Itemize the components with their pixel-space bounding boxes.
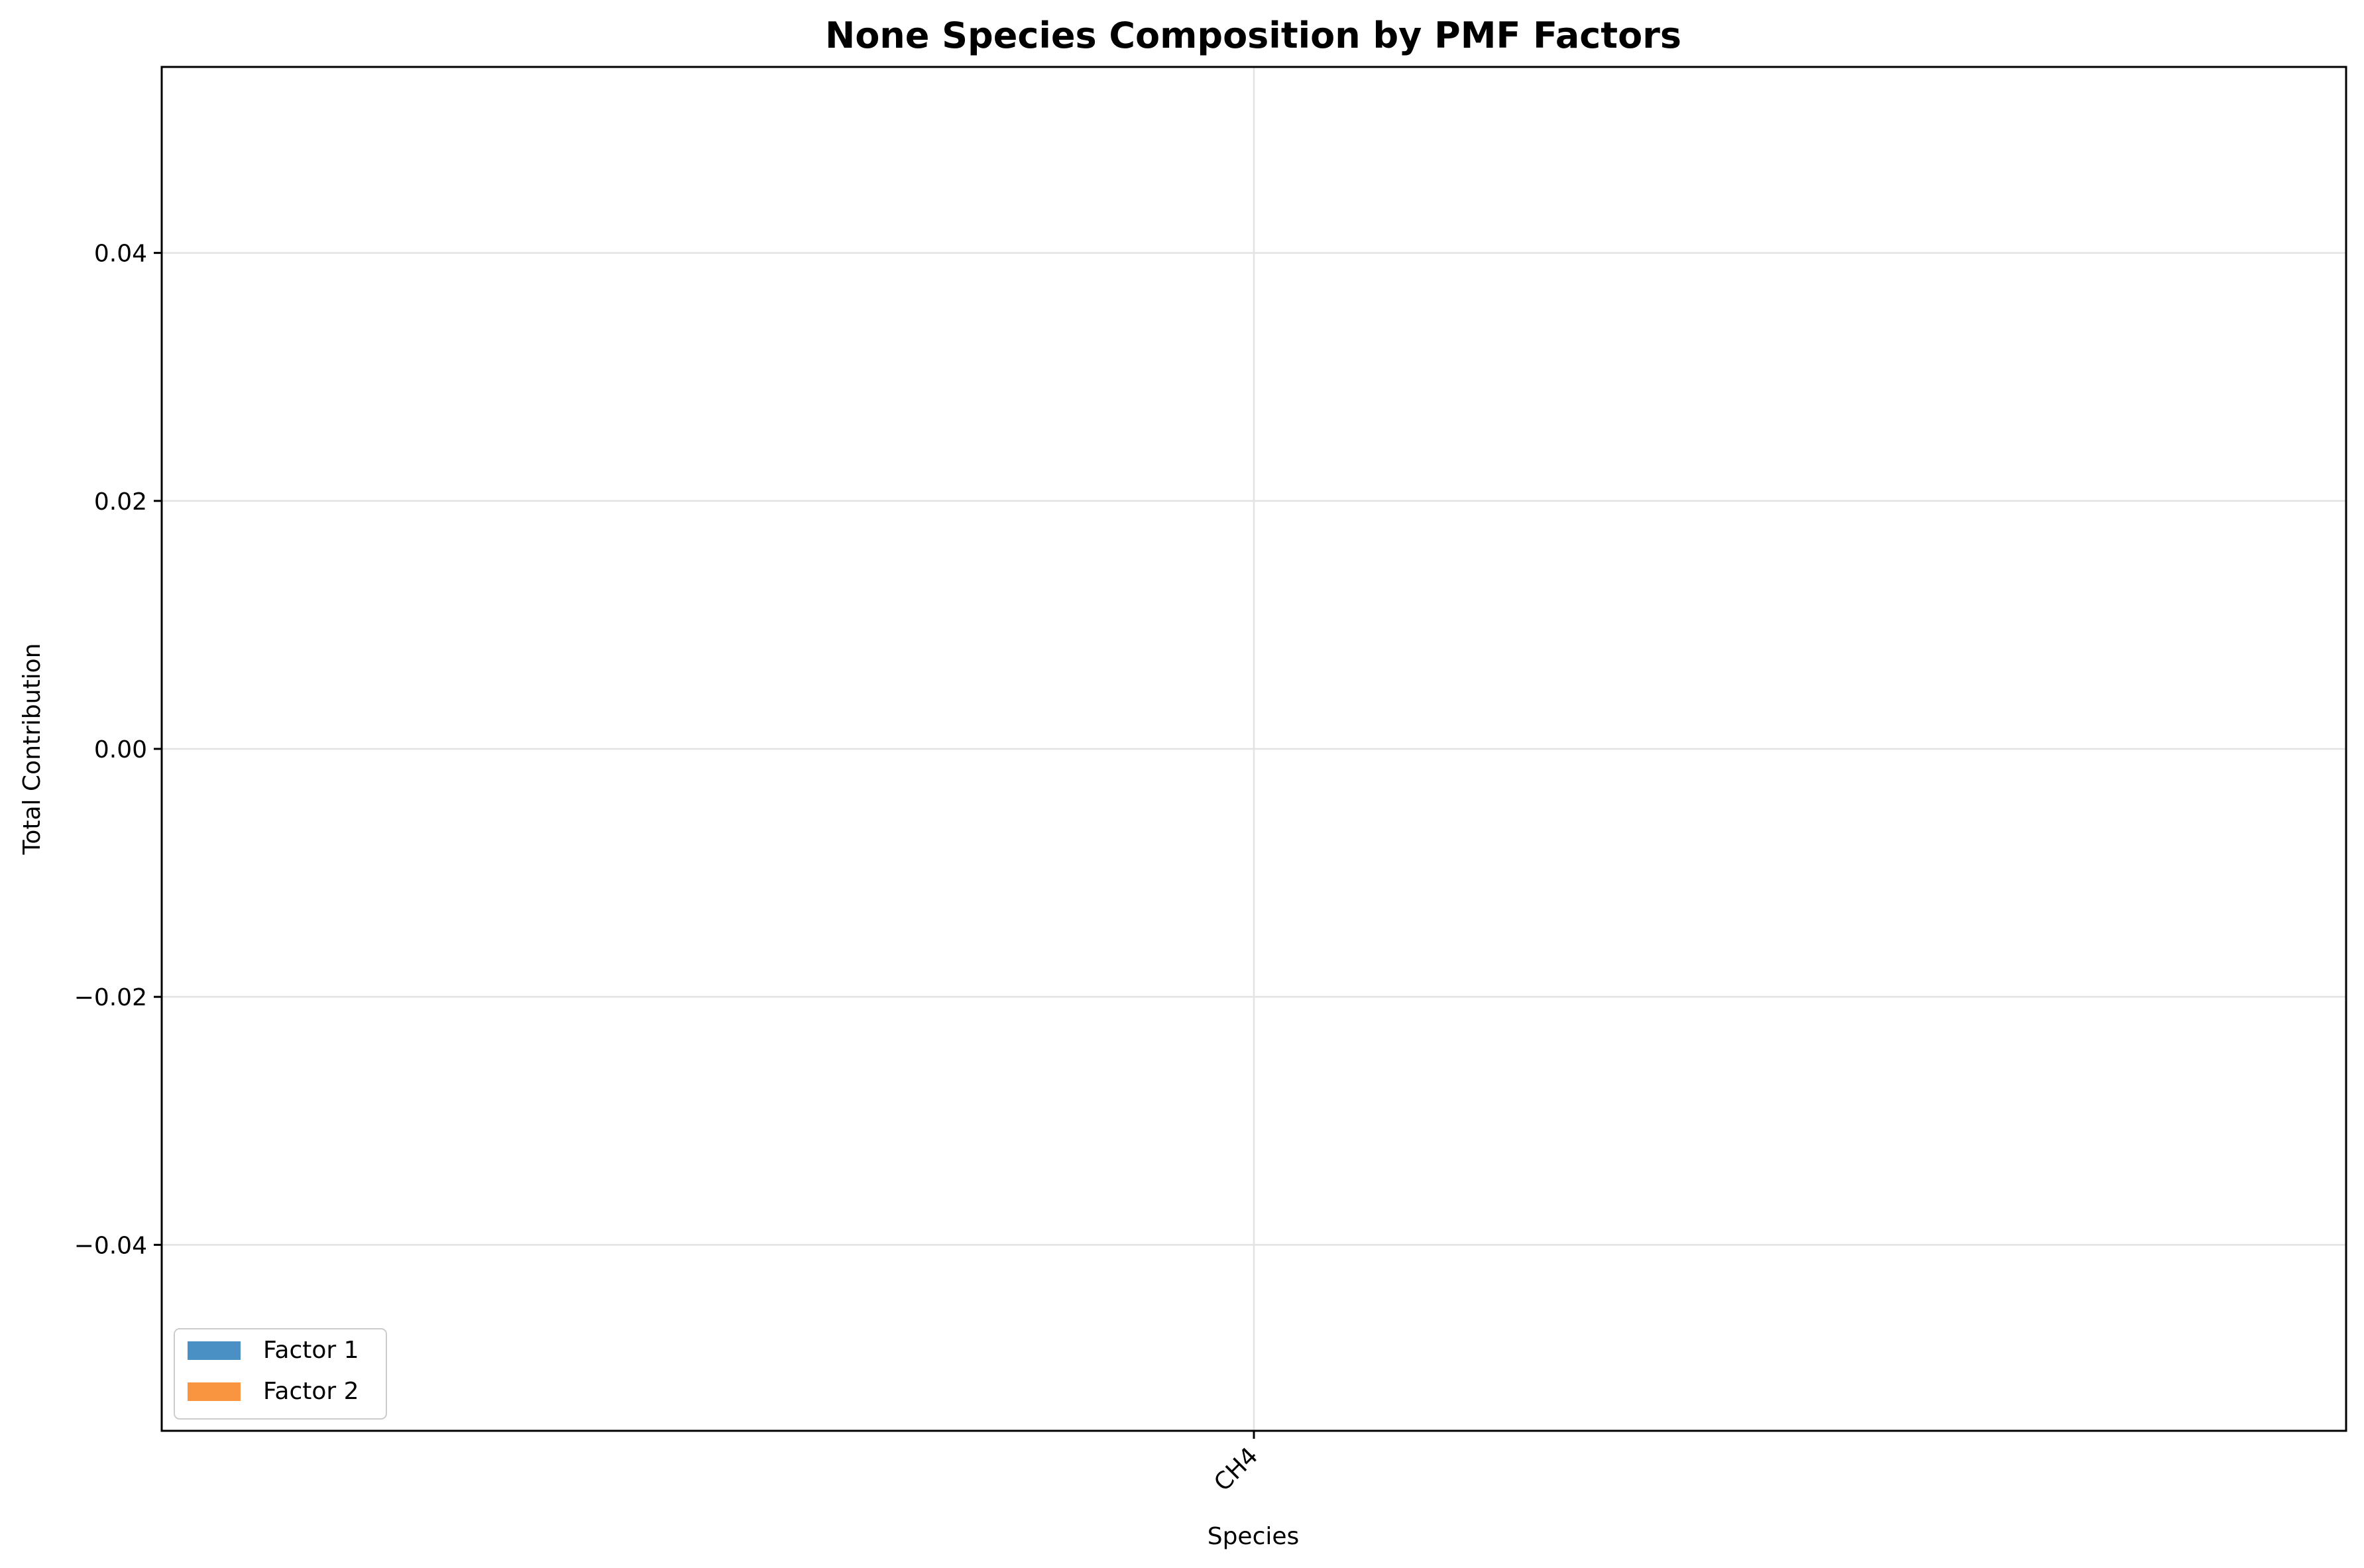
- y-axis-ticks: −0.04 −0.02 0.00 0.02 0.04: [74, 241, 162, 1259]
- y-tick-label: 0.02: [94, 488, 147, 516]
- y-axis-label: Total Contribution: [19, 643, 46, 855]
- legend-swatch: [188, 1382, 241, 1401]
- y-tick-label: −0.02: [74, 984, 147, 1011]
- grid-lines: [162, 67, 2346, 1431]
- legend-swatch: [188, 1341, 241, 1360]
- chart-title: None Species Composition by PMF Factors: [825, 15, 1681, 56]
- legend-label: Factor 2: [263, 1378, 359, 1405]
- y-tick-label: 0.04: [94, 241, 147, 268]
- y-tick-label: −0.04: [74, 1232, 147, 1259]
- x-axis-label: Species: [1208, 1523, 1300, 1550]
- legend-label: Factor 1: [263, 1337, 359, 1364]
- legend: Factor 1 Factor 2: [174, 1328, 387, 1420]
- y-tick-label: 0.00: [94, 736, 147, 763]
